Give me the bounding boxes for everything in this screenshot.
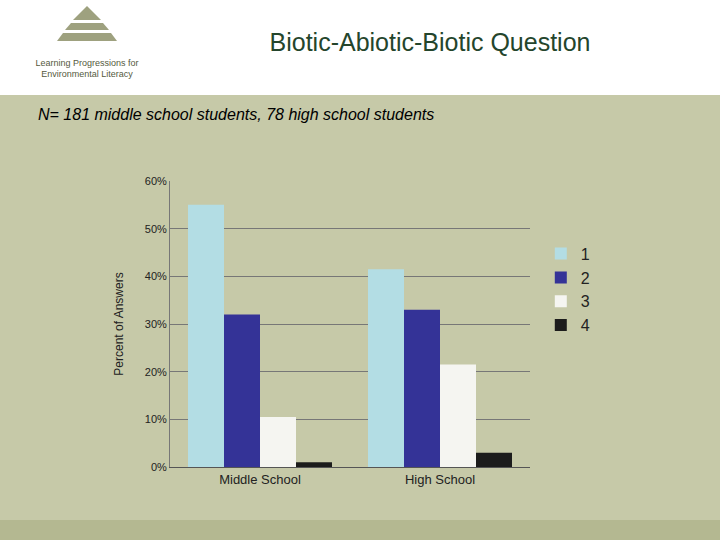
svg-text:40%: 40% [145, 270, 167, 282]
svg-text:High School: High School [405, 472, 475, 487]
svg-text:20%: 20% [145, 366, 167, 378]
svg-text:Percent of Answers: Percent of Answers [112, 272, 126, 375]
svg-text:50%: 50% [145, 223, 167, 235]
html-text:Learning Progressions for Envi: Learning Progressions for Environmental … [35, 58, 139, 79]
svg-text:1: 1 [581, 246, 590, 263]
svg-text:10%: 10% [145, 413, 167, 425]
svg-text:60%: 60% [145, 175, 167, 187]
html-text:N= 181 middle school students,: N= 181 middle school students, 78 high s… [38, 106, 435, 123]
svg-text:3: 3 [581, 293, 590, 310]
svg-text:4: 4 [581, 317, 590, 334]
svg-text:2: 2 [581, 270, 590, 287]
svg-text:30%: 30% [145, 318, 167, 330]
svg-text:Middle School: Middle School [219, 472, 301, 487]
html-text:Biotic-Abiotic-Biotic Question: Biotic-Abiotic-Biotic Question [269, 28, 591, 56]
svg-text:0%: 0% [151, 461, 167, 473]
